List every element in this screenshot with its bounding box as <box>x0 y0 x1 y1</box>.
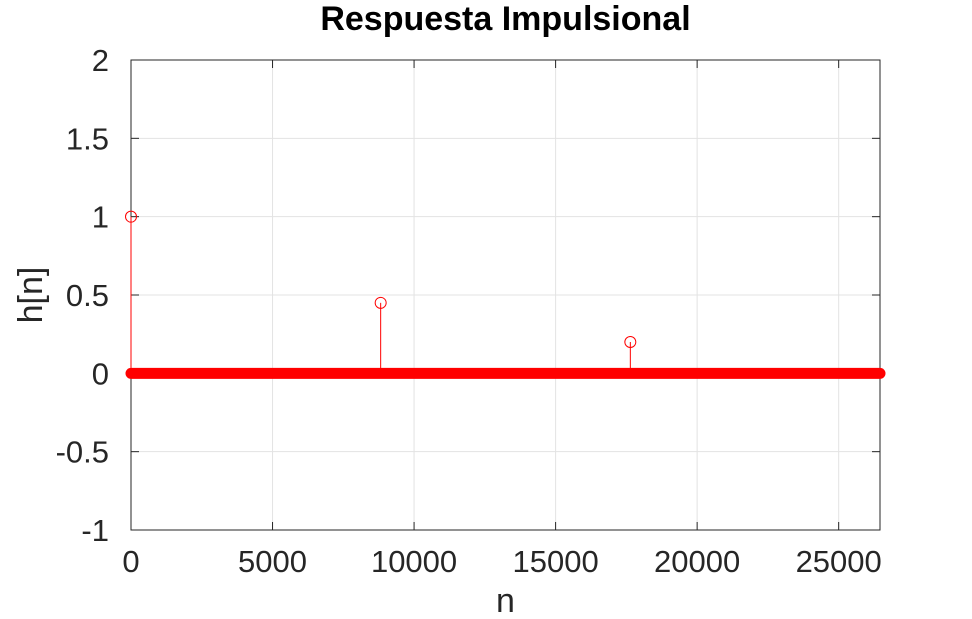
x-axis-label: n <box>496 582 515 619</box>
y-tick-label: 1 <box>92 200 109 235</box>
y-tick-label: 2 <box>92 43 109 78</box>
x-tick-label: 0 <box>122 544 139 579</box>
y-tick-label: -1 <box>81 513 109 548</box>
x-tick-label: 15000 <box>512 544 598 579</box>
stem-marker <box>374 296 387 309</box>
y-tick-label: 0.5 <box>66 278 109 313</box>
x-tick-label: 25000 <box>796 544 882 579</box>
data-series <box>125 210 886 379</box>
stem-marker <box>624 336 637 348</box>
y-tick-label: 0 <box>92 356 109 391</box>
y-tick-label: -0.5 <box>56 435 109 470</box>
stem-marker <box>125 210 137 223</box>
x-tick-label: 20000 <box>654 544 740 579</box>
x-tick-label: 5000 <box>238 544 307 579</box>
x-tick-label: 10000 <box>371 544 457 579</box>
y-axis-label: h[n] <box>12 267 50 324</box>
chart-title: Respuesta Impulsional <box>320 0 690 38</box>
axis-ticks: 0 5000 10000 15000 20000 25000 -1 -0.5 0 0.5 1 1.5 2 <box>56 43 882 579</box>
y-tick-label: 1.5 <box>66 121 109 156</box>
